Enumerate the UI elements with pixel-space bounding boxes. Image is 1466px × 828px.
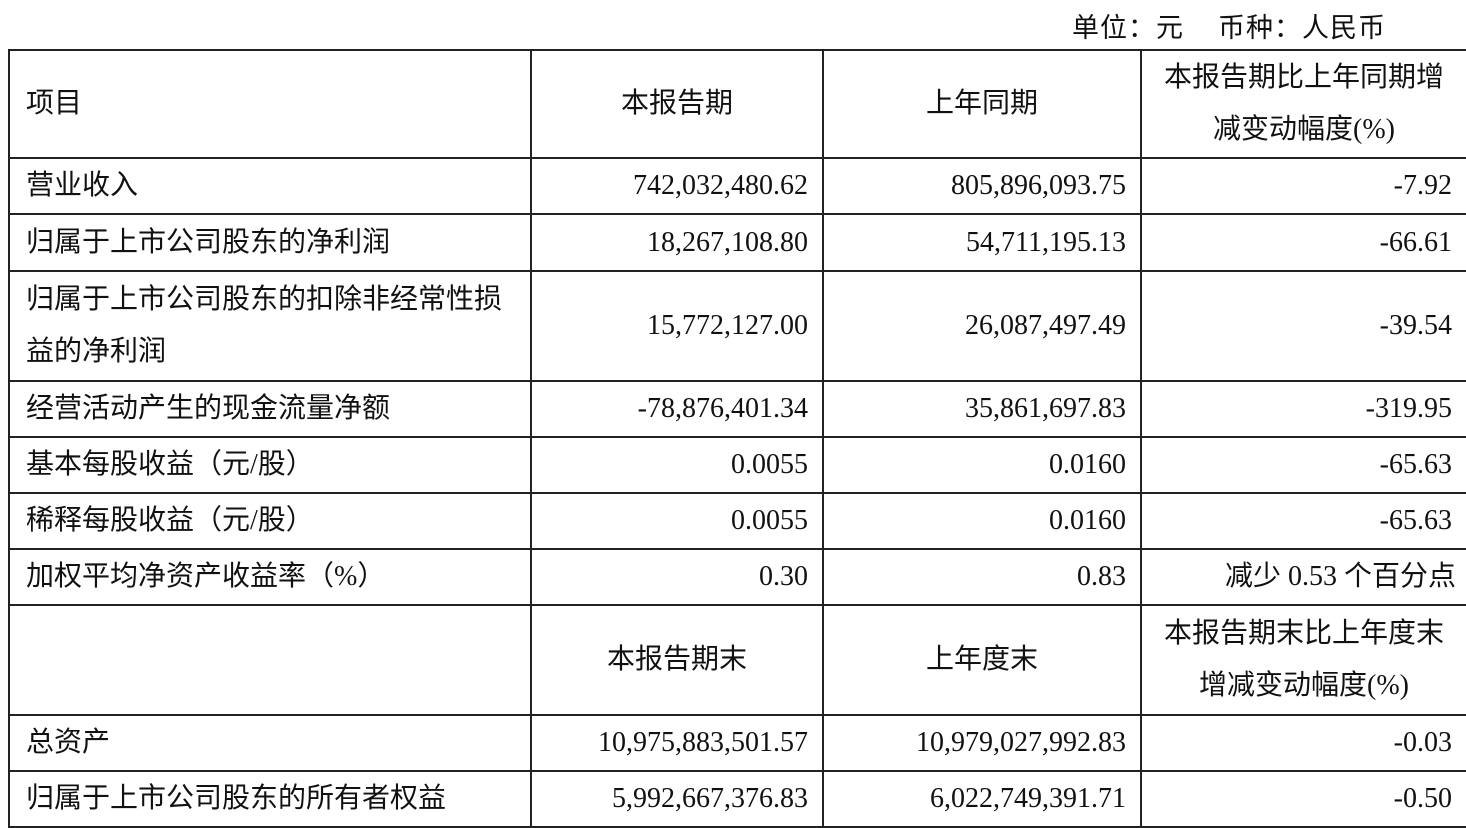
- prior-value: 805,896,093.75: [822, 157, 1142, 215]
- change-value: -7.92: [1140, 157, 1466, 215]
- row-label: 加权平均净资产收益率（%）: [8, 548, 532, 606]
- current-value: 18,267,108.80: [530, 213, 824, 272]
- table-row: 归属于上市公司股东的所有者权益 5,992,667,376.83 6,022,749…: [8, 770, 1466, 828]
- row-label: 基本每股收益（元/股）: [8, 436, 532, 494]
- table-row: 营业收入 742,032,480.62 805,896,093.75 -7.92: [8, 157, 1466, 215]
- prior-value: 54,711,195.13: [822, 213, 1142, 272]
- header-row-2: 本报告期末 上年度末 本报告期末比上年度末增减变动幅度(%): [8, 604, 1466, 716]
- header-current: 本报告期: [530, 49, 824, 159]
- row-label: 稀释每股收益（元/股）: [8, 492, 532, 550]
- change-value: -0.50: [1140, 770, 1466, 828]
- table-row: 归属于上市公司股东的净利润 18,267,108.80 54,711,195.13-…: [8, 213, 1466, 272]
- current-value: 0.0055: [530, 436, 824, 494]
- header-item: 项目: [8, 49, 532, 159]
- prior-value: 0.0160: [822, 436, 1142, 494]
- table-row: 基本每股收益（元/股） 0.0055 0.0160 -65.63: [8, 436, 1466, 494]
- current-value: 742,032,480.62: [530, 157, 824, 215]
- row-label: 经营活动产生的现金流量净额: [8, 380, 532, 438]
- financial-summary-table: 项目 本报告期 上年同期 本报告期比上年同期增减变动幅度(%) 营业收入 742,…: [8, 49, 1466, 828]
- change-value: 减少 0.53 个百分点: [1140, 548, 1466, 606]
- prior-value: 35,861,697.83: [822, 380, 1142, 438]
- table-row: 归属于上市公司股东的扣除非经常性损益的净利润 15,772,127.00 26,08…: [8, 270, 1466, 382]
- header2-change: 本报告期末比上年度末增减变动幅度(%): [1140, 604, 1466, 716]
- unit-currency-note: 单位：元 币种：人民币: [1072, 6, 1386, 45]
- current-value: 15,772,127.00: [530, 270, 824, 382]
- prior-value: 10,979,027,992.83: [822, 714, 1142, 772]
- table-row: 稀释每股收益（元/股） 0.0055 0.0160 -65.63: [8, 492, 1466, 550]
- change-value: -65.63: [1140, 492, 1466, 550]
- current-value: 0.0055: [530, 492, 824, 550]
- change-value: -319.95: [1140, 380, 1466, 438]
- currency-label: 币种：人民币: [1218, 13, 1386, 43]
- row-label: 归属于上市公司股东的扣除非经常性损益的净利润: [8, 270, 532, 382]
- unit-label: 单位：元: [1072, 13, 1184, 43]
- current-value: -78,876,401.34: [530, 380, 824, 438]
- change-value: -65.63: [1140, 436, 1466, 494]
- header-row: 项目 本报告期 上年同期 本报告期比上年同期增减变动幅度(%): [8, 49, 1466, 159]
- prior-value: 0.83: [822, 548, 1142, 606]
- header2-current: 本报告期末: [530, 604, 824, 716]
- current-value: 10,975,883,501.57: [530, 714, 824, 772]
- row-label: 营业收入: [8, 157, 532, 215]
- prior-value: 26,087,497.49: [822, 270, 1142, 382]
- table-row: 总资产 10,975,883,501.57 10,979,027,992.83 -0.…: [8, 714, 1466, 772]
- change-value: -0.03: [1140, 714, 1466, 772]
- row-label: 归属于上市公司股东的净利润: [8, 213, 532, 272]
- prior-value: 0.0160: [822, 492, 1142, 550]
- header2-item: [8, 604, 532, 716]
- table-row: 经营活动产生的现金流量净额 -78,876,401.34 35,861,697.83…: [8, 380, 1466, 438]
- change-value: -39.54: [1140, 270, 1466, 382]
- current-value: 0.30: [530, 548, 824, 606]
- row-label: 归属于上市公司股东的所有者权益: [8, 770, 532, 828]
- table-row: 加权平均净资产收益率（%） 0.30 0.83 减少 0.53 个百分点: [8, 548, 1466, 606]
- change-value: -66.61: [1140, 213, 1466, 272]
- prior-value: 6,022,749,391.71: [822, 770, 1142, 828]
- current-value: 5,992,667,376.83: [530, 770, 824, 828]
- row-label: 总资产: [8, 714, 532, 772]
- header-prior: 上年同期: [822, 49, 1142, 159]
- header-change: 本报告期比上年同期增减变动幅度(%): [1140, 49, 1466, 159]
- header2-prior: 上年度末: [822, 604, 1142, 716]
